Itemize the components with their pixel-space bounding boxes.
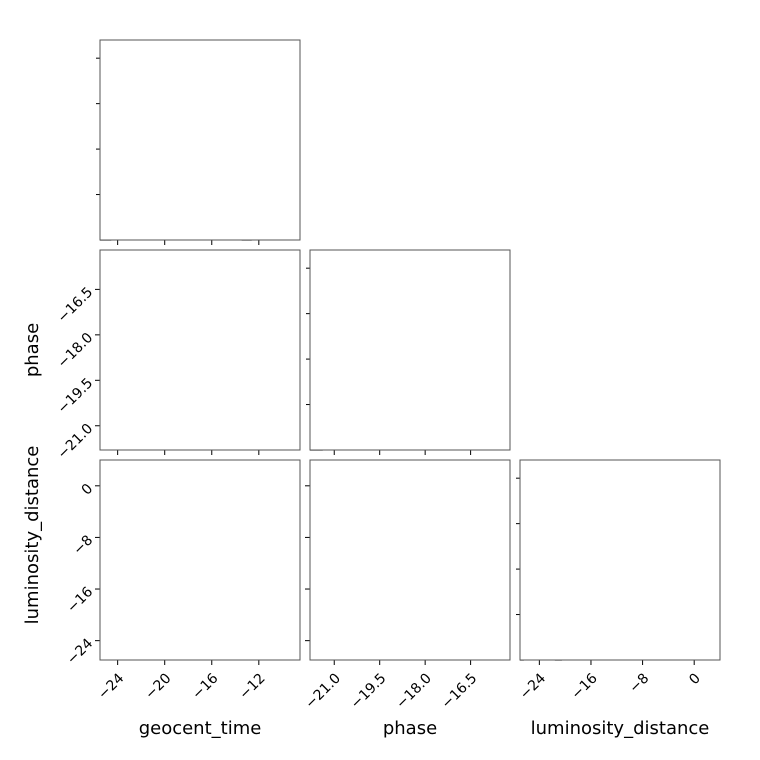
y-tick-label: 0 [79, 481, 97, 499]
x-tick-label: −16.5 [439, 670, 481, 712]
x-tick-label: −21.0 [302, 670, 344, 712]
x-tick-label: −8 [626, 670, 652, 696]
sample-point [305, 636, 307, 638]
sample-point [302, 640, 304, 642]
sample-point [302, 641, 304, 643]
sample-point [301, 641, 303, 643]
y-tick-label: −21.0 [55, 421, 97, 463]
sample-point [307, 652, 309, 654]
x-tick-label: −24 [95, 670, 127, 702]
sample-point [306, 637, 308, 639]
y-tick-label: −18.0 [55, 330, 97, 372]
y-axis-label-luminosity-distance: luminosity_distance [22, 446, 43, 625]
x-tick-label: −19.5 [348, 670, 390, 712]
x-axis-label-geocent-time: geocent_time [139, 718, 262, 739]
sample-point [304, 642, 306, 644]
x-axis-label-phase: phase [383, 718, 437, 739]
x-tick-label: −24 [517, 670, 549, 702]
y-tick-label: −8 [70, 532, 96, 558]
y-tick-label: −24 [64, 636, 96, 668]
x-axis-label-luminosity-distance: luminosity_distance [531, 718, 710, 739]
x-tick-label: 0 [686, 670, 704, 688]
hist-frame [309, 249, 511, 451]
sample-point [94, 415, 96, 417]
x-tick-label: −16 [569, 670, 601, 702]
y-tick-label: −19.5 [55, 375, 97, 417]
hist-frame [99, 39, 301, 241]
y-tick-label: −16.5 [55, 284, 97, 326]
x-tick-label: −18.0 [393, 670, 435, 712]
scatter-frame [99, 459, 301, 661]
y-axis-label-phase: phase [22, 323, 43, 377]
sample-point [83, 406, 85, 408]
x-tick-label: −16 [189, 670, 221, 702]
sample-point [93, 394, 95, 396]
scatter-frame [309, 459, 511, 661]
y-tick-label: −16 [64, 584, 96, 616]
x-tick-label: −12 [236, 670, 268, 702]
hist-frame [519, 459, 721, 661]
sample-point [300, 646, 302, 648]
x-tick-label: −20 [142, 670, 174, 702]
scatter-frame [99, 249, 301, 451]
sample-point [301, 649, 303, 651]
